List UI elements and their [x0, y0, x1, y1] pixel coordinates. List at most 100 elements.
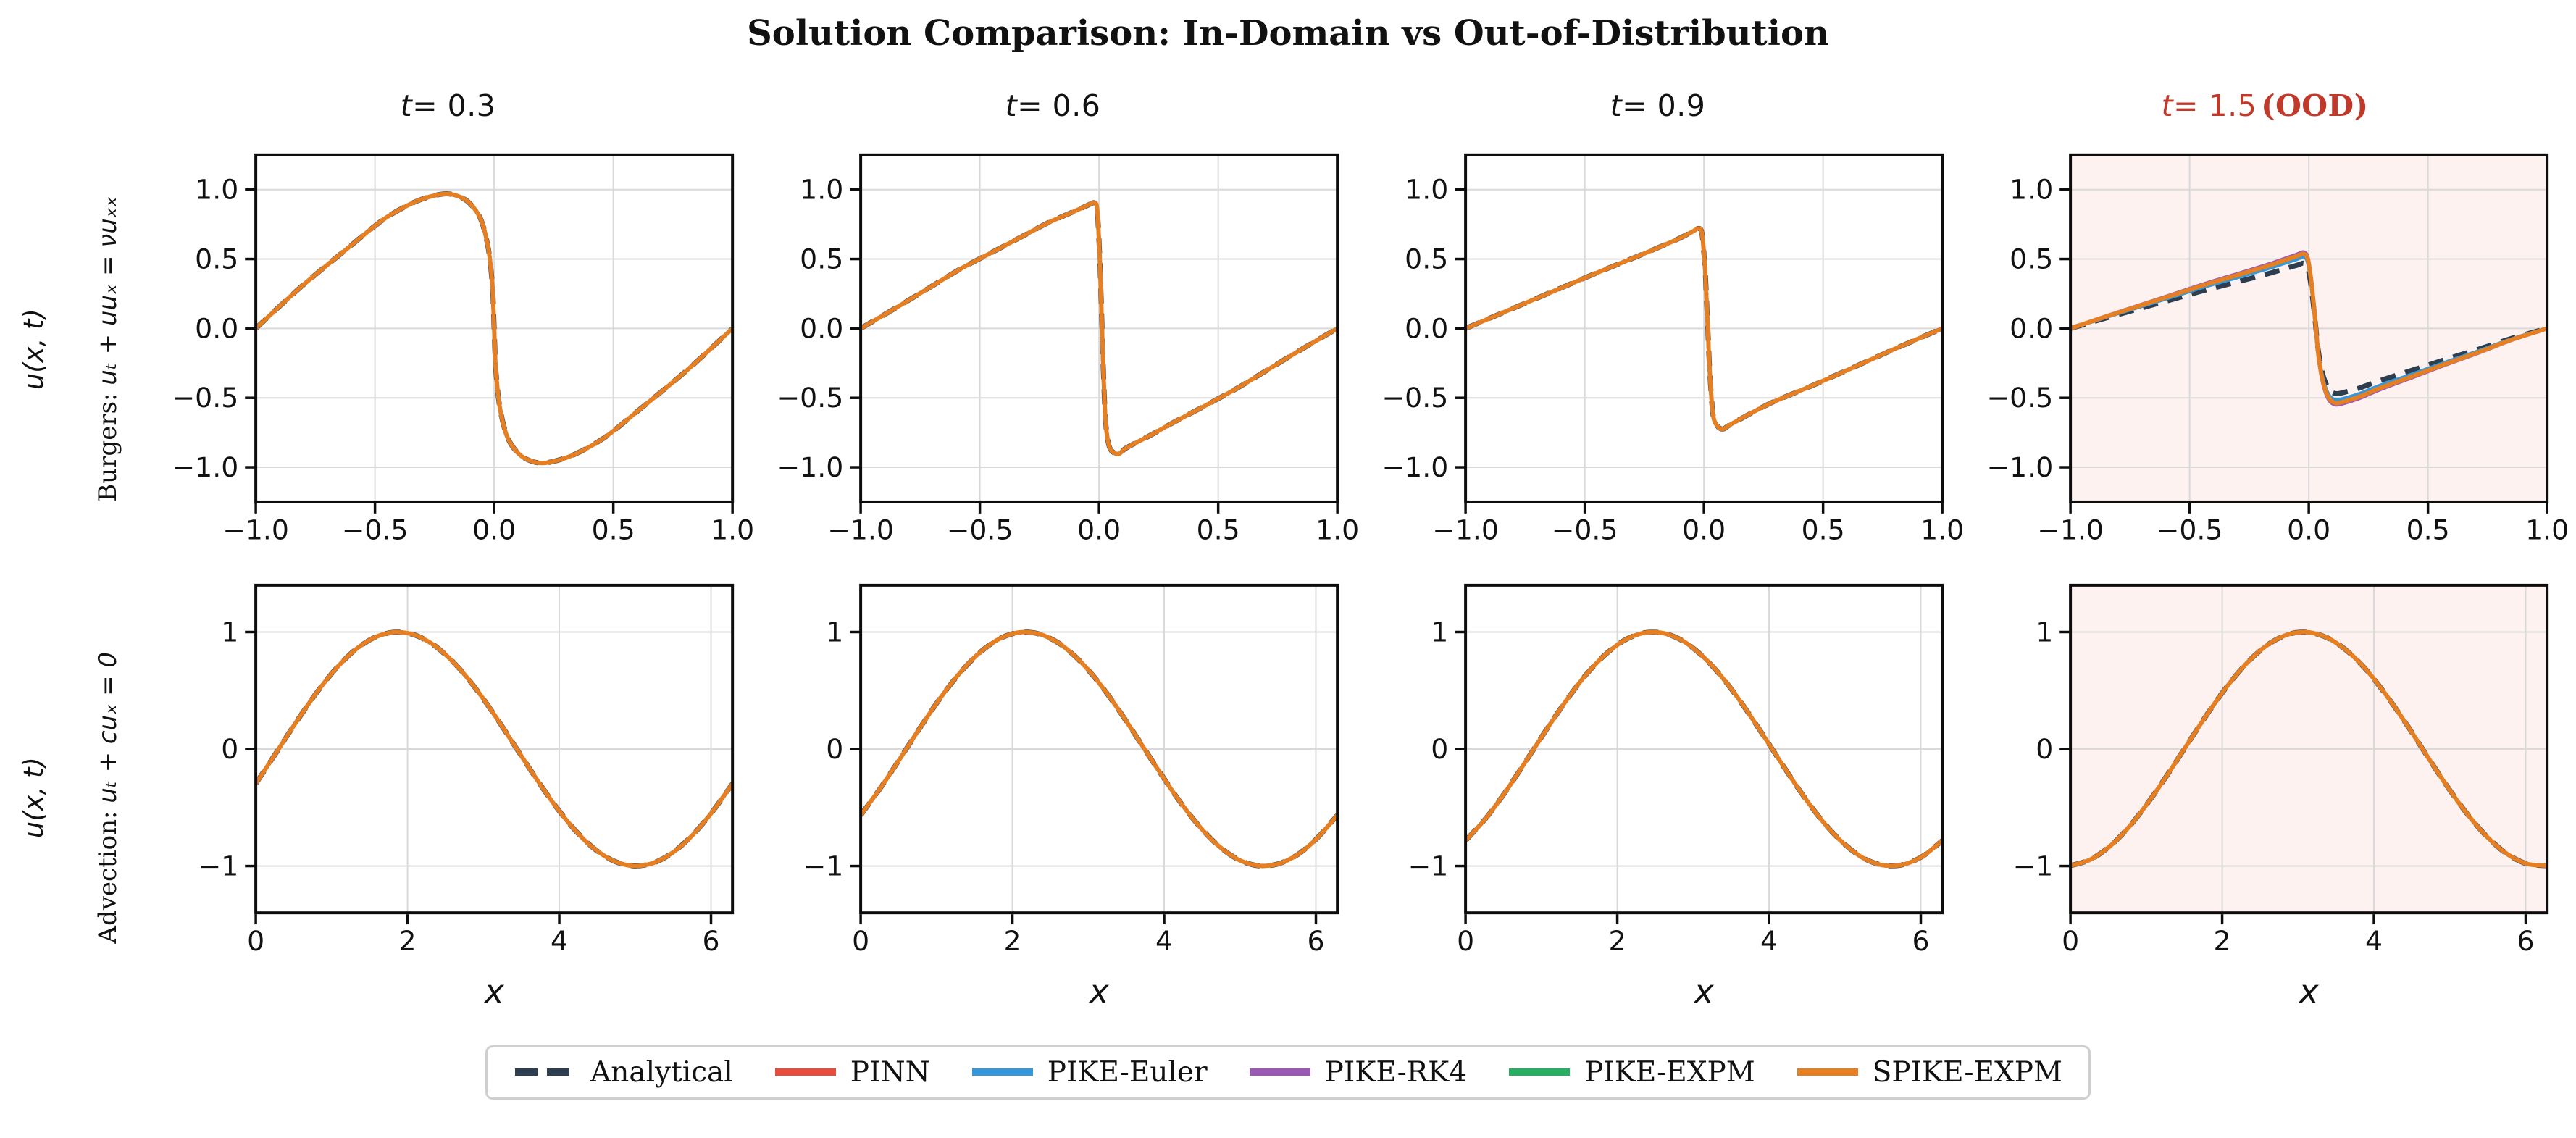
y-tick-label: −1.0: [1987, 451, 2054, 483]
y-tick-label: 1: [1431, 616, 1448, 648]
plot-panel-advection-t03: 0 2 4 6 −1 0 1 x: [198, 584, 735, 1011]
x-tick-label: −0.5: [947, 514, 1013, 546]
legend-swatch-pike-euler: [971, 1068, 1033, 1076]
x-tick-label: 2: [1004, 925, 1021, 957]
ylabel-advection-outer: u(x, t): [17, 757, 49, 839]
series-path-analytical: [2070, 260, 2548, 396]
legend-item-pinn: PINN: [774, 1056, 930, 1089]
ylabel-burgers-outer: u(x, t): [17, 309, 49, 390]
y-tick-label: −1: [1408, 850, 1449, 882]
y-tick-label: 1.0: [800, 174, 843, 206]
legend-swatch-pike-rk4: [1249, 1068, 1310, 1076]
x-tick-label: 6: [1912, 925, 1929, 957]
series-group: [861, 200, 1338, 457]
equation-math: uₜ + cuₓ = 0: [93, 652, 122, 803]
series-path-spike-expm: [1465, 630, 1943, 869]
x-tick-label: −0.5: [2157, 514, 2223, 546]
x-tick-label: 2: [2214, 925, 2231, 957]
y-tick-label: 0.5: [195, 243, 238, 275]
series-group: [256, 629, 733, 869]
y-tick-label: 0: [1431, 733, 1448, 765]
x-tick-label: 0.5: [1197, 514, 1240, 546]
ylabel-advection-equation: Advection: uₜ + cuₓ = 0: [92, 652, 123, 944]
col-title-var: t: [1610, 88, 1623, 123]
y-tick-label: −0.5: [777, 382, 844, 414]
x-tick-label: 4: [2365, 925, 2383, 957]
y-tick-label: 1: [221, 616, 238, 648]
col-title-t09: t = 0.9: [1358, 85, 1962, 127]
equation-prefix: Burgers:: [93, 385, 122, 503]
x-tick-label: 0.5: [2406, 514, 2450, 546]
series-path-spike-expm: [256, 191, 733, 466]
x-tick-label: 4: [1760, 925, 1778, 957]
axes-spines: [2069, 584, 2549, 915]
y-tick-label: 0.0: [195, 312, 238, 344]
y-tick-label: −1.0: [172, 451, 239, 483]
legend-item-pike-euler: PIKE-Euler: [971, 1056, 1208, 1089]
x-tick-label: −1.0: [1432, 514, 1499, 546]
legend-item-pike-expm: PIKE-EXPM: [1507, 1056, 1755, 1089]
legend-item-pike-rk4: PIKE-RK4: [1248, 1056, 1467, 1089]
x-tick-label: 4: [551, 925, 568, 957]
y-tick-label: −0.5: [1382, 382, 1449, 414]
col-title-var: t: [2161, 88, 2174, 123]
plots-grid: t = 0.3 t = 0.6 t = 0.9 t = 1.5 (OOD) u(…: [0, 85, 2576, 1025]
col-title-t15-ood: t = 1.5 (OOD): [1962, 85, 2567, 127]
series-path-spike-expm: [861, 630, 1338, 869]
ylabel-cell: Burgers: uₜ + uuₓ = νuₓₓ: [67, 133, 148, 565]
legend-label: PINN: [850, 1055, 930, 1089]
ylabel-burgers-equation: Burgers: uₜ + uuₓ = νuₓₓ: [92, 196, 123, 502]
x-tick-label: 0.0: [2287, 514, 2330, 546]
legend-label: PIKE-Euler: [1047, 1055, 1208, 1089]
col-title-value: = 0.3: [412, 88, 496, 123]
x-tick-label: 0: [247, 925, 264, 957]
x-tick-label: −1.0: [2037, 514, 2104, 546]
x-axis-label: x: [1088, 973, 1110, 1011]
x-tick-label: 6: [2517, 925, 2534, 957]
x-tick-label: 0.0: [1077, 514, 1121, 546]
plot-panel-burgers-t15-ood: −1.0 −0.5 0.0 0.5 1.0 −1.0 −0.5 0.0 0.5 1.0: [1987, 153, 2567, 546]
x-tick-label: 1.0: [1920, 514, 1962, 546]
col-title-suffix: (OOD): [2261, 88, 2369, 123]
x-tick-label: 0.0: [1682, 514, 1726, 546]
x-tick-label: 2: [1609, 925, 1626, 957]
series-group: [1465, 629, 1943, 869]
series-path-spike-expm: [2070, 630, 2548, 869]
y-tick-label: 1.0: [2010, 174, 2053, 206]
x-axis-label: x: [2298, 973, 2320, 1011]
spacer: [0, 85, 67, 127]
col-title-value: = 0.6: [1017, 88, 1101, 123]
col-title-t03: t = 0.3: [148, 85, 753, 127]
series-path-spike-expm: [2070, 251, 2548, 406]
y-tick-label: −0.5: [1987, 382, 2054, 414]
x-tick-label: 0.5: [1802, 514, 1845, 546]
x-tick-label: 0: [2062, 925, 2079, 957]
series-group: [1465, 225, 1943, 432]
legend-label: PIKE-RK4: [1324, 1055, 1468, 1089]
y-tick-label: 0: [826, 733, 843, 765]
plot-panel-advection-t15-ood: 0 2 4 6 −1 0 1 x: [2013, 584, 2549, 1011]
col-title-var: t: [1005, 88, 1018, 123]
x-tick-label: 6: [702, 925, 719, 957]
x-tick-label: 1.0: [711, 514, 753, 546]
axes-spines: [859, 584, 1339, 915]
axes-spines: [859, 153, 1339, 503]
ylabel-cell: u(x, t): [0, 133, 67, 565]
legend: Analytical PINN PIKE-Euler PIKE-RK4 PIKE-EXP…: [485, 1045, 2091, 1100]
y-tick-label: −0.5: [172, 382, 239, 414]
legend-item-analytical: Analytical: [514, 1056, 733, 1089]
axes-spines: [1464, 153, 1944, 503]
legend-item-spike-expm: SPIKE-EXPM: [1796, 1056, 2062, 1089]
x-tick-label: −1.0: [222, 514, 289, 546]
x-axis-label: x: [1693, 973, 1715, 1011]
y-tick-label: −1.0: [1382, 451, 1449, 483]
x-tick-label: 0: [1457, 925, 1474, 957]
col-title-t06: t = 0.6: [753, 85, 1358, 127]
y-tick-label: −1: [803, 850, 844, 882]
y-tick-label: −1.0: [777, 451, 844, 483]
x-tick-label: 0.5: [592, 514, 635, 546]
legend-label: PIKE-EXPM: [1584, 1055, 1755, 1089]
y-tick-label: 1: [826, 616, 843, 648]
col-title-value: = 1.5: [2173, 88, 2257, 123]
series-group: [2070, 250, 2548, 407]
